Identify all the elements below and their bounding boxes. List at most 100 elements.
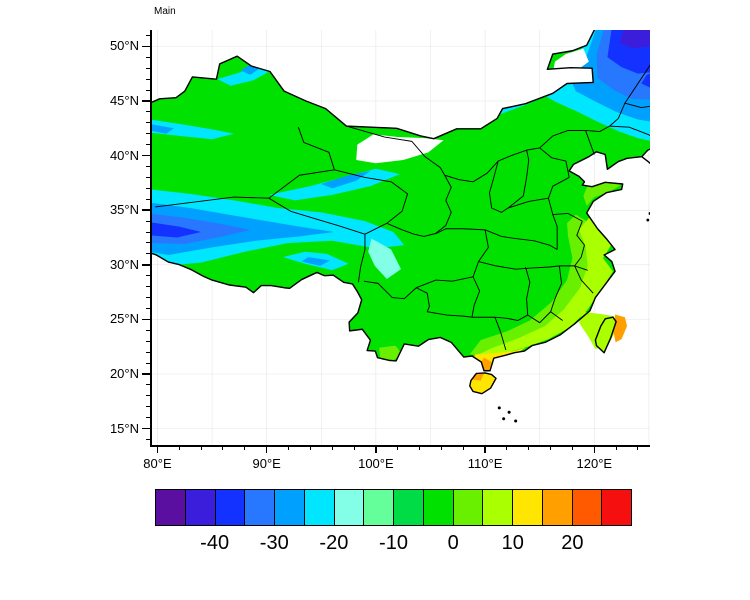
national-border-shape [594, 316, 617, 354]
y-minor-tick [145, 417, 150, 419]
colorbar-box [244, 490, 274, 525]
x-major-tick [375, 445, 377, 453]
y-minor-tick [145, 329, 150, 331]
colorbar: -40 -30 -20 -10 0 10 20 [155, 489, 632, 556]
y-tick-label: 50°N [109, 38, 139, 54]
small-islands-shape [502, 417, 506, 421]
plot-title: Main [154, 6, 176, 17]
province-borders [155, 64, 650, 351]
colorbar-tick-label: -10 [379, 532, 408, 554]
national-border-shape [152, 148, 650, 372]
x-minor-tick [353, 445, 355, 450]
x-minor-tick [222, 445, 224, 450]
y-major-tick [142, 209, 150, 211]
x-major-tick [484, 445, 486, 453]
province-borders-shape [550, 265, 563, 312]
province-borders-shape [427, 311, 563, 324]
y-minor-tick [145, 56, 150, 58]
colorbar-labels: -40 -30 -20 -10 0 10 20 [155, 526, 632, 556]
small-islands-shape [646, 218, 650, 222]
colorbar-box [214, 490, 245, 525]
x-minor-tick [419, 445, 421, 450]
temperature-field-shape [152, 123, 174, 134]
y-minor-tick [145, 297, 150, 299]
y-minor-tick [145, 122, 150, 124]
province-borders-shape [488, 150, 530, 213]
small-islands-shape [648, 212, 650, 215]
y-minor-tick [145, 34, 150, 36]
x-tick-label: 120°E [576, 456, 613, 471]
temperature-field-shape [152, 30, 650, 371]
x-minor-tick [462, 445, 464, 450]
province-borders-shape [574, 265, 594, 294]
national-border-shape [641, 156, 650, 165]
y-minor-tick [145, 384, 150, 386]
y-minor-tick [145, 166, 150, 167]
y-tick-label: 20°N [109, 366, 139, 381]
x-minor-tick [637, 445, 639, 450]
colorbar-box [303, 490, 334, 525]
y-axis-line [150, 30, 152, 447]
colorbar-box [422, 490, 453, 525]
y-tick-label: 15°N [109, 420, 139, 436]
y-minor-tick [145, 187, 150, 189]
axis-ticks: 80°E 90°E 100°E 110°E 120°E 50°N 45°N 40°N 35°N 3… [110, 30, 650, 471]
y-minor-tick [145, 406, 150, 408]
y-minor-tick [145, 395, 150, 397]
x-major-tick [265, 445, 268, 453]
colorbar-tick-label: -40 [200, 532, 230, 554]
temperature-field-shape [217, 64, 272, 86]
province-borders-shape [444, 64, 650, 183]
y-tick-label: 45°N [109, 92, 139, 108]
colorbar-box [571, 490, 602, 525]
colorbar-box [541, 490, 572, 525]
x-minor-tick [244, 445, 246, 450]
y-minor-tick [145, 78, 150, 80]
temperature-field-shape [356, 134, 444, 164]
y-major-tick [142, 264, 150, 266]
x-minor-tick [397, 445, 399, 450]
x-minor-tick [528, 445, 530, 450]
china-map [152, 30, 650, 445]
colorbar-box [274, 490, 304, 525]
province-borders-shape [552, 213, 583, 222]
y-tick-label: 30°N [109, 256, 139, 272]
y-minor-tick [145, 198, 150, 200]
temperature-field-shape [619, 30, 650, 49]
y-minor-tick [145, 176, 150, 178]
y-major-tick [142, 45, 150, 48]
province-borders-shape [478, 261, 588, 271]
offshore-field-shape [595, 317, 617, 353]
province-borders-shape [539, 147, 570, 178]
temperature-field-shape [152, 222, 202, 238]
temperature-field-shape [552, 48, 589, 73]
y-tick-label: 40°N [109, 147, 139, 163]
y-minor-tick [145, 111, 150, 113]
y-minor-tick [145, 242, 150, 244]
colorbar-box [512, 490, 542, 525]
province-borders-shape [494, 317, 507, 351]
x-axis-line [150, 445, 650, 447]
y-minor-tick [145, 340, 150, 342]
province-borders-shape [609, 125, 650, 137]
province-borders-shape [268, 197, 366, 283]
small-islands-shape [497, 406, 501, 410]
y-major-tick [142, 427, 150, 430]
colorbar-tick-label: 10 [501, 532, 524, 554]
y-minor-tick [145, 286, 150, 288]
y-minor-tick [145, 439, 150, 441]
x-major-tick [156, 445, 159, 453]
y-minor-tick [145, 67, 150, 69]
x-tick-label: 100°E [358, 456, 394, 471]
province-borders-shape [574, 220, 585, 267]
y-minor-tick [145, 133, 150, 135]
colorbar-box [452, 490, 483, 525]
colorbar-tick-label: 20 [561, 532, 584, 554]
colorbar-box [363, 490, 393, 525]
province-borders-shape [435, 175, 452, 234]
temperature-field-shape [641, 71, 650, 92]
colorbar-box [601, 490, 631, 525]
x-minor-tick [331, 445, 333, 450]
colorbar-tick-label: 0 [447, 532, 459, 554]
